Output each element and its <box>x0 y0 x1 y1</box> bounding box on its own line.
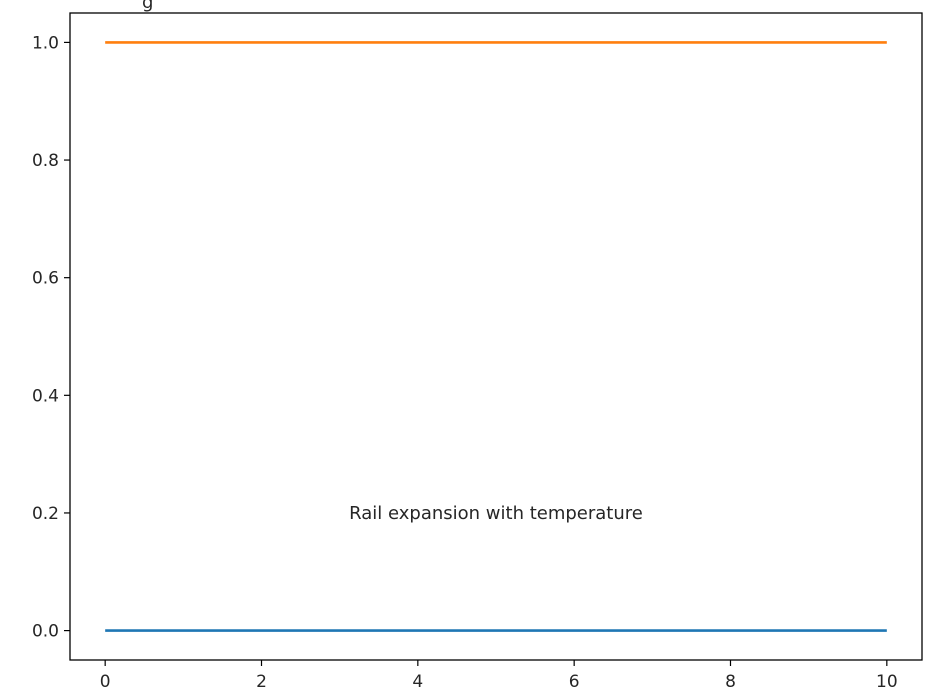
x-tick-label: 0 <box>100 672 111 692</box>
annotation-layer: Rail expansion with temperature <box>349 503 643 524</box>
y-tick-label: 0.6 <box>32 269 59 289</box>
x-tick-label: 8 <box>725 672 736 692</box>
axes-frame <box>69 12 923 661</box>
x-tick-label: 10 <box>876 672 898 692</box>
y-tick-label: 0.8 <box>32 151 59 171</box>
series-layer <box>105 41 887 632</box>
y-axis-ticks: 0.0 0.2 0.4 0.6 0.8 1.0 <box>32 33 70 642</box>
y-tick-label: 1.0 <box>32 33 59 53</box>
x-axis-ticks: 0 2 4 6 8 10 <box>100 660 898 692</box>
annotation-text: Rail expansion with temperature <box>349 503 643 524</box>
x-tick-label: 4 <box>412 672 423 692</box>
x-tick-label: 2 <box>256 672 267 692</box>
y-tick-label: 0.4 <box>32 386 59 406</box>
clipped-title-fragment: g <box>142 0 153 13</box>
y-tick-label: 0.0 <box>32 622 59 642</box>
y-tick-label: 0.2 <box>32 504 59 524</box>
x-tick-label: 6 <box>569 672 580 692</box>
